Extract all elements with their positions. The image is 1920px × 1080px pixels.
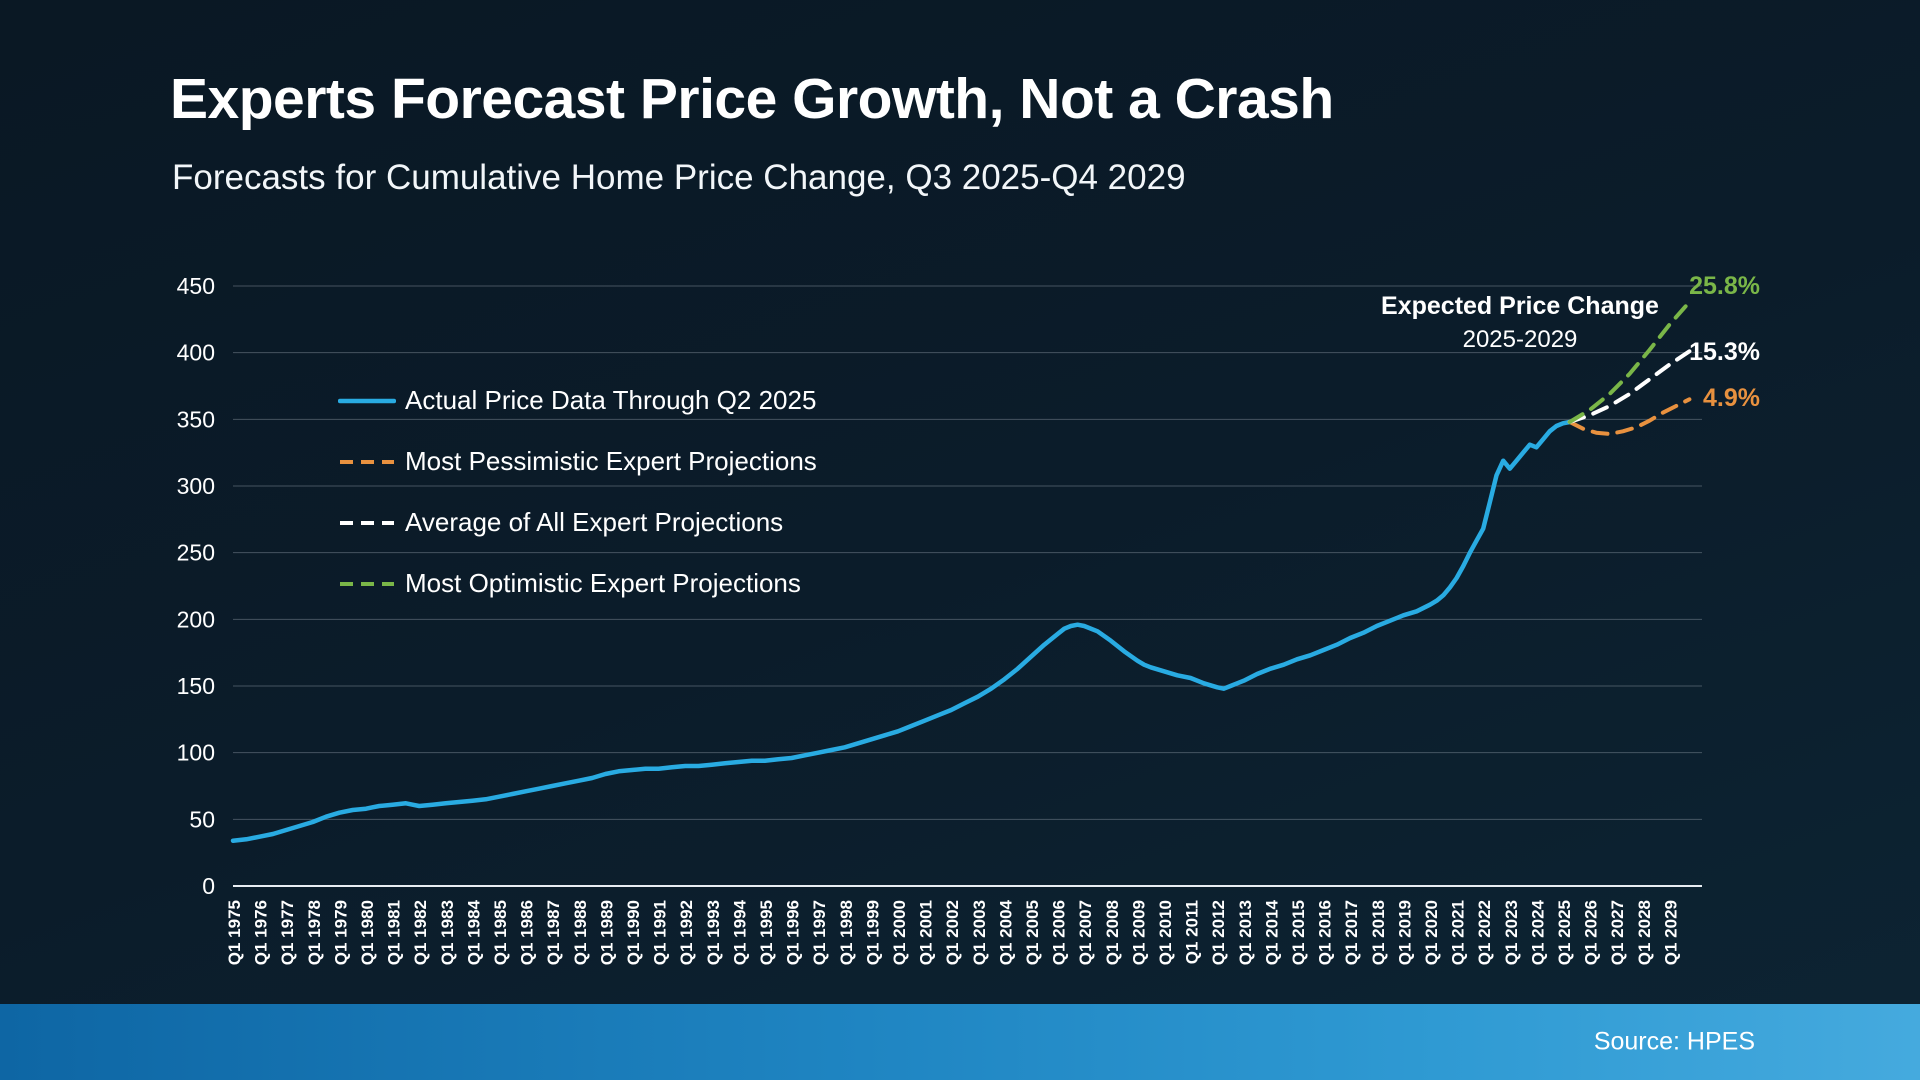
svg-text:Q1 2026: Q1 2026 — [1582, 900, 1601, 965]
svg-text:Q1 2009: Q1 2009 — [1129, 900, 1148, 965]
svg-text:Q1 1981: Q1 1981 — [385, 900, 404, 965]
svg-text:Q1 2011: Q1 2011 — [1183, 900, 1202, 964]
svg-text:Q1 1977: Q1 1977 — [278, 900, 297, 965]
legend-line-pessimistic-icon — [340, 459, 394, 464]
svg-text:Q1 1995: Q1 1995 — [757, 900, 776, 965]
svg-text:Q1 2004: Q1 2004 — [996, 899, 1015, 965]
svg-text:Q1 2003: Q1 2003 — [970, 900, 989, 965]
footer-bar: Source: HPES — [0, 1004, 1920, 1080]
svg-text:300: 300 — [177, 473, 215, 499]
svg-text:Q1 2016: Q1 2016 — [1316, 900, 1335, 965]
svg-text:Q1 2021: Q1 2021 — [1449, 900, 1468, 965]
svg-text:Q1 2007: Q1 2007 — [1076, 900, 1095, 965]
legend-item-optimistic: Most Optimistic Expert Projections — [338, 553, 817, 614]
expected-price-change-years: 2025-2029 — [1462, 326, 1578, 353]
average-pct-label: 15.3% — [1689, 338, 1760, 366]
legend-line-optimistic-icon — [340, 581, 394, 586]
svg-text:Q1 1998: Q1 1998 — [837, 900, 856, 965]
svg-text:Q1 2018: Q1 2018 — [1369, 900, 1388, 965]
svg-text:Q1 1990: Q1 1990 — [624, 900, 643, 965]
svg-text:Q1 1989: Q1 1989 — [597, 900, 616, 965]
svg-text:Q1 2012: Q1 2012 — [1209, 900, 1228, 965]
svg-text:Q1 2022: Q1 2022 — [1475, 900, 1494, 965]
svg-text:250: 250 — [177, 540, 215, 566]
svg-text:Q1 2019: Q1 2019 — [1395, 900, 1414, 965]
svg-text:Q1 2008: Q1 2008 — [1103, 900, 1122, 965]
page-subtitle: Forecasts for Cumulative Home Price Chan… — [172, 158, 1186, 197]
svg-text:50: 50 — [189, 806, 215, 832]
svg-text:Q1 2027: Q1 2027 — [1608, 900, 1627, 965]
svg-text:Q1 2010: Q1 2010 — [1156, 900, 1175, 965]
svg-text:Q1 1997: Q1 1997 — [810, 900, 829, 965]
svg-text:Q1 2020: Q1 2020 — [1422, 900, 1441, 965]
source-attribution: Source: HPES — [1593, 1027, 1755, 1056]
svg-text:Q1 1978: Q1 1978 — [305, 900, 324, 965]
legend-label-average: Average of All Expert Projections — [405, 507, 784, 537]
svg-text:Q1 1986: Q1 1986 — [518, 900, 537, 965]
svg-text:Q1 2006: Q1 2006 — [1050, 900, 1069, 965]
svg-text:Q1 1987: Q1 1987 — [544, 900, 563, 965]
svg-text:Q1 1979: Q1 1979 — [331, 900, 350, 965]
svg-text:Q1 2002: Q1 2002 — [943, 900, 962, 965]
legend-label-pessimistic: Most Pessimistic Expert Projections — [405, 446, 817, 476]
legend-label-optimistic: Most Optimistic Expert Projections — [405, 568, 801, 598]
svg-text:Q1 2005: Q1 2005 — [1023, 900, 1042, 965]
svg-text:Q1 2029: Q1 2029 — [1661, 900, 1680, 965]
svg-text:Q1 1994: Q1 1994 — [730, 899, 749, 965]
svg-text:Q1 2013: Q1 2013 — [1236, 900, 1255, 965]
svg-text:Q1 1996: Q1 1996 — [784, 900, 803, 965]
legend-item-actual: Actual Price Data Through Q2 2025 — [338, 370, 817, 431]
svg-text:0: 0 — [202, 873, 215, 899]
pessimistic-pct-label: 4.9% — [1703, 384, 1760, 412]
svg-text:Q1 1982: Q1 1982 — [411, 900, 430, 965]
svg-text:Q1 1976: Q1 1976 — [252, 900, 271, 965]
svg-text:Q1 1991: Q1 1991 — [651, 900, 670, 965]
svg-text:Q1 2017: Q1 2017 — [1342, 900, 1361, 965]
svg-text:Q1 1980: Q1 1980 — [358, 900, 377, 965]
svg-text:350: 350 — [177, 406, 215, 432]
svg-text:Q1 1992: Q1 1992 — [677, 900, 696, 965]
svg-text:Q1 2023: Q1 2023 — [1502, 900, 1521, 965]
svg-text:150: 150 — [177, 673, 215, 699]
svg-text:Q1 2025: Q1 2025 — [1555, 900, 1574, 965]
svg-text:100: 100 — [177, 740, 215, 766]
svg-text:200: 200 — [177, 606, 215, 632]
svg-text:Q1 2028: Q1 2028 — [1635, 900, 1654, 965]
legend-item-average: Average of All Expert Projections — [338, 492, 817, 553]
page-title: Experts Forecast Price Growth, Not a Cra… — [170, 67, 1334, 131]
svg-text:Q1 2015: Q1 2015 — [1289, 900, 1308, 965]
chart-legend: Actual Price Data Through Q2 2025 Most P… — [338, 370, 817, 614]
legend-line-average-icon — [340, 520, 394, 525]
svg-text:Q1 2001: Q1 2001 — [917, 900, 936, 965]
svg-text:Q1 1975: Q1 1975 — [225, 900, 244, 965]
svg-text:Q1 1988: Q1 1988 — [571, 900, 590, 965]
svg-text:Q1 2000: Q1 2000 — [890, 900, 909, 965]
svg-text:Q1 1999: Q1 1999 — [863, 900, 882, 965]
svg-text:Q1 1984: Q1 1984 — [464, 899, 483, 965]
svg-text:Q1 1993: Q1 1993 — [704, 900, 723, 965]
svg-text:Q1 2024: Q1 2024 — [1528, 899, 1547, 965]
optimistic-pct-label: 25.8% — [1689, 272, 1760, 300]
expected-price-change-annotation: Expected Price Change 2025-2029 — [1380, 292, 1660, 354]
svg-text:Q1 2014: Q1 2014 — [1262, 899, 1281, 965]
svg-text:400: 400 — [177, 340, 215, 366]
svg-text:Q1 1985: Q1 1985 — [491, 900, 510, 965]
svg-text:450: 450 — [177, 273, 215, 299]
legend-item-pessimistic: Most Pessimistic Expert Projections — [338, 431, 817, 492]
legend-label-actual: Actual Price Data Through Q2 2025 — [405, 385, 817, 415]
expected-price-change-title: Expected Price Change — [1381, 292, 1659, 320]
svg-text:Q1 1983: Q1 1983 — [438, 900, 457, 965]
legend-line-actual-icon — [338, 398, 396, 403]
